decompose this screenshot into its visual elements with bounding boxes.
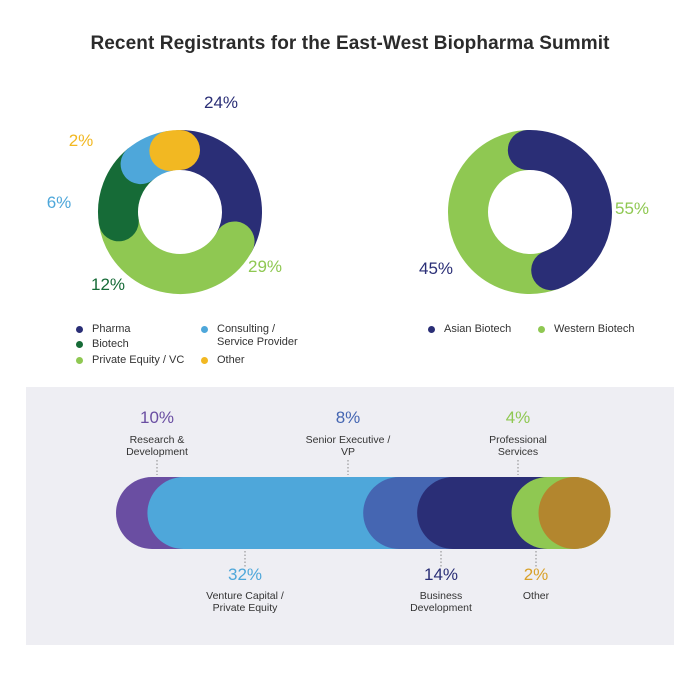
legend-registrant-type: Pharma Biotech Private Equity / VC Consulti… bbox=[76, 323, 336, 373]
legend-label: Western Biotech bbox=[554, 323, 635, 335]
bar-label-venture-capital-private-equity: Venture Capital / Private Equity bbox=[206, 590, 284, 614]
bar-pct-senior-executive-vp: 8% bbox=[335, 408, 361, 427]
legend-label: Pharma bbox=[92, 323, 131, 335]
bar-pct-venture-capital-private-equity: 32% bbox=[227, 565, 263, 584]
legend-swatch bbox=[76, 341, 83, 348]
bar-segment-other bbox=[538, 477, 611, 549]
legend-swatch bbox=[76, 357, 83, 364]
legend-label: Asian Biotech bbox=[444, 323, 512, 335]
bar-pct-other: 2% bbox=[523, 565, 549, 584]
donut2-slice-western-biotech bbox=[448, 130, 572, 294]
donut1-slice-other bbox=[149, 130, 200, 171]
donut1-label-pharma: 24% bbox=[204, 93, 238, 112]
bar-label-business-development: Business Development bbox=[410, 590, 472, 614]
bar-label-professional-services: Professional Services bbox=[489, 434, 547, 458]
donut1-label-consulting-service-provider: 6% bbox=[47, 193, 72, 212]
job-title-bar bbox=[116, 460, 611, 567]
bar-label-senior-executive-vp: Senior Executive / VP bbox=[305, 434, 391, 458]
legend-swatch bbox=[201, 326, 208, 333]
donut1-label-biotech: 12% bbox=[91, 275, 125, 294]
bar-label-other: Other bbox=[522, 590, 550, 602]
bar-pct-professional-services: 4% bbox=[505, 408, 531, 427]
donut1-label-private-equity-vc: 29% bbox=[248, 257, 282, 276]
donut1-slice-private-equity-vc bbox=[98, 201, 255, 294]
legend-label: Other bbox=[217, 354, 245, 366]
legend-label: Consulting / Service Provider bbox=[217, 323, 298, 348]
donut2-label-western-biotech: 55% bbox=[615, 199, 649, 218]
bar-segment-venture-capital-private-equity bbox=[147, 477, 436, 549]
donut2-label-asian-biotech: 45% bbox=[419, 259, 453, 278]
legend-swatch bbox=[201, 357, 208, 364]
legend-swatch bbox=[76, 326, 83, 333]
legend-label: Private Equity / VC bbox=[92, 354, 185, 366]
job-title-panel: 10% Research & Development 32% Venture Capit… bbox=[26, 387, 674, 645]
legend-swatch bbox=[538, 326, 545, 333]
donut2-slice-asian-biotech bbox=[507, 130, 612, 291]
legend-label: Biotech bbox=[92, 338, 129, 350]
bar-label-research-development: Research & Development bbox=[126, 434, 188, 458]
donut1-label-other: 2% bbox=[69, 131, 94, 150]
legend-swatch bbox=[428, 326, 435, 333]
legend-region: Asian Biotech Western Biotech bbox=[428, 323, 668, 343]
chart-title: Recent Registrants for the East-West Bio… bbox=[90, 33, 610, 54]
bar-pct-business-development: 14% bbox=[423, 565, 459, 584]
bar-pct-research-development: 10% bbox=[139, 408, 175, 427]
